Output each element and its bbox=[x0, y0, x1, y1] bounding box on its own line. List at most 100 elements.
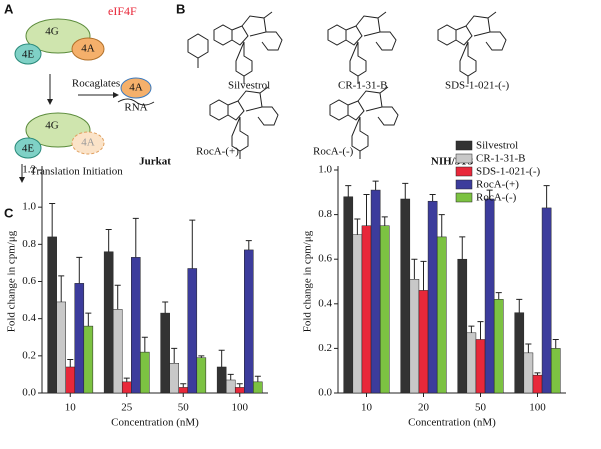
y-tick-label: 0.0 bbox=[318, 387, 332, 399]
error-bar bbox=[180, 383, 187, 388]
bar bbox=[361, 225, 372, 394]
y-tick-label: 0.8 bbox=[22, 238, 36, 250]
bar bbox=[196, 357, 207, 394]
bar bbox=[178, 387, 189, 394]
panel-label: B bbox=[176, 1, 185, 16]
error-bar bbox=[372, 180, 379, 191]
x-axis-label: Concentration (nM) bbox=[111, 417, 199, 429]
rna bbox=[117, 98, 155, 106]
schematic: eIF4F 4G 4A 4E Rocaglates 4A RNA 4G 4E 4… bbox=[14, 4, 155, 183]
error-bar bbox=[132, 217, 139, 258]
bar bbox=[409, 279, 420, 394]
y-tick-label: 0.4 bbox=[22, 312, 36, 324]
error-bar bbox=[236, 383, 243, 388]
x-tick-label: 100 bbox=[529, 402, 546, 414]
bar bbox=[475, 339, 486, 394]
node-label: 4G bbox=[45, 26, 59, 38]
error-bar bbox=[254, 375, 261, 382]
legend-swatch bbox=[455, 140, 473, 151]
error-bar bbox=[76, 256, 83, 284]
error-bar bbox=[345, 185, 352, 197]
node-label: 4E bbox=[22, 143, 35, 155]
node-label: 4E bbox=[22, 49, 35, 61]
bar bbox=[103, 251, 114, 394]
bar bbox=[253, 381, 263, 394]
error-bar bbox=[516, 298, 523, 313]
error-bar bbox=[189, 219, 196, 269]
x-tick-label: 50 bbox=[475, 402, 487, 414]
error-bar bbox=[198, 355, 205, 358]
arrow-label: Translation Initiation bbox=[30, 166, 123, 178]
bar bbox=[244, 249, 254, 394]
bar bbox=[169, 363, 179, 394]
node bbox=[71, 37, 105, 61]
x-tick-label: 20 bbox=[418, 402, 430, 414]
error-bar bbox=[123, 377, 130, 382]
chart-title: Jurkat bbox=[139, 156, 171, 168]
legend-swatch bbox=[455, 192, 473, 203]
bar bbox=[427, 200, 438, 394]
node-label: 4A bbox=[81, 137, 95, 149]
error-bar bbox=[552, 338, 559, 349]
error-bar bbox=[114, 284, 121, 310]
error-bar bbox=[381, 216, 388, 226]
y-axis-label: Fold change in cpm/μg bbox=[302, 230, 314, 332]
bar bbox=[160, 312, 170, 394]
bar bbox=[466, 332, 477, 394]
x-axis-label: Concentration (nM) bbox=[408, 417, 496, 429]
legend-swatch bbox=[455, 166, 473, 177]
node-label: RNA bbox=[124, 102, 147, 114]
y-tick-label: 0.2 bbox=[22, 349, 36, 361]
y-tick-label: 0.6 bbox=[318, 253, 332, 265]
y-tick-label: 1.0 bbox=[22, 201, 36, 213]
arrow-label: Rocaglates bbox=[72, 78, 120, 90]
error-bar bbox=[486, 189, 493, 199]
y-tick-label: 1.0 bbox=[318, 164, 332, 176]
node bbox=[14, 137, 42, 159]
y-tick-label: 0.4 bbox=[318, 297, 332, 309]
bar bbox=[47, 236, 57, 394]
bar bbox=[457, 258, 468, 394]
bar bbox=[436, 236, 447, 394]
legend-label: SDS-1-021-(-) bbox=[476, 166, 540, 178]
x-tick-label: 10 bbox=[65, 402, 77, 414]
node-label: 4A bbox=[129, 82, 143, 94]
bar bbox=[131, 257, 141, 394]
complex-label: eIF4F bbox=[108, 4, 137, 18]
error-bar bbox=[429, 194, 436, 202]
node bbox=[120, 77, 152, 99]
compound-label: SDS-1-021-(-) bbox=[445, 80, 509, 92]
error-bar bbox=[525, 343, 532, 353]
compound-label: RocA-(+) bbox=[196, 146, 239, 158]
bar bbox=[400, 198, 411, 394]
error-bar bbox=[227, 373, 234, 380]
bar bbox=[121, 381, 132, 394]
error-bar bbox=[171, 347, 178, 364]
error-bar bbox=[354, 218, 361, 235]
error-bar bbox=[245, 240, 252, 250]
error-bar bbox=[459, 236, 466, 260]
legend-swatch bbox=[455, 153, 473, 164]
bar bbox=[112, 309, 123, 394]
panel-label: C bbox=[4, 205, 14, 220]
bar bbox=[343, 196, 354, 394]
y-tick-label: 0.0 bbox=[22, 387, 36, 399]
y-axis-label: Fold change in cpm/μg bbox=[6, 230, 18, 332]
error-bar bbox=[543, 185, 550, 208]
legend-label: RocA-(-) bbox=[476, 192, 517, 204]
x-tick-label: 50 bbox=[178, 402, 190, 414]
compound-label: Silvestrol bbox=[228, 80, 270, 92]
error-bar bbox=[105, 228, 112, 252]
bar bbox=[140, 351, 150, 394]
bar bbox=[550, 348, 561, 394]
error-bar bbox=[58, 275, 65, 302]
y-tick-label: 0.8 bbox=[318, 208, 332, 220]
error-bar bbox=[420, 260, 427, 291]
error-bar bbox=[363, 194, 370, 226]
error-bar bbox=[411, 258, 418, 280]
error-bar bbox=[162, 301, 169, 314]
y-tick-label: 0.6 bbox=[22, 275, 36, 287]
bar bbox=[493, 299, 504, 394]
bar bbox=[484, 198, 495, 394]
